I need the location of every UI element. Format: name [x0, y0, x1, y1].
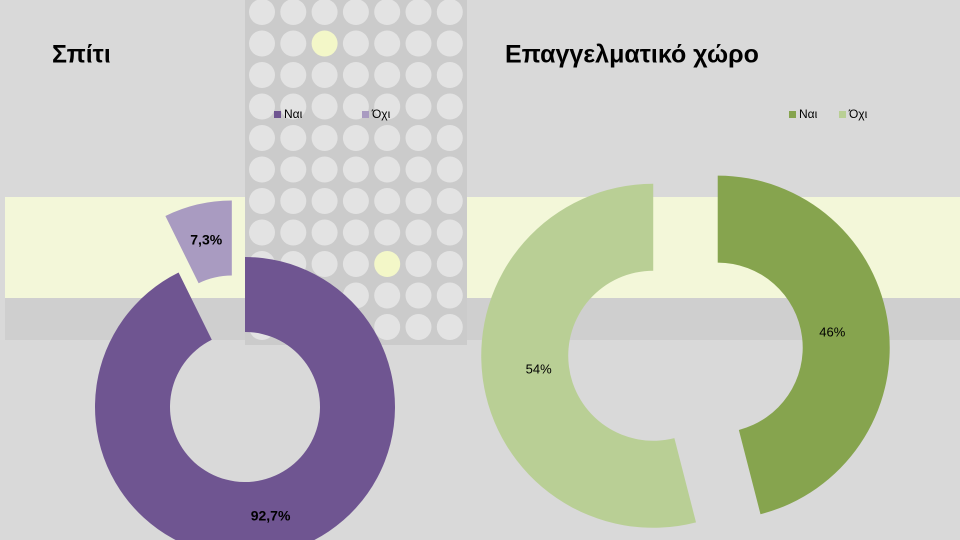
- legend-swatch: [362, 111, 369, 118]
- dot: [342, 62, 369, 88]
- dot: [249, 125, 275, 151]
- dot: [436, 93, 463, 120]
- data-label: 46%: [819, 325, 845, 340]
- dot: [374, 62, 401, 88]
- donut-slice: [95, 257, 395, 540]
- dot: [405, 219, 432, 246]
- donut-slice: [717, 175, 890, 515]
- dot: [311, 188, 338, 214]
- dot: [249, 219, 275, 246]
- charts: Σπίτι Ναι Όχι 92,7% 7,3% Επαγγελματικό χώρο Να…: [52, 41, 890, 540]
- dot: [342, 219, 369, 246]
- chart-title: Επαγγελματικό χώρο: [505, 41, 759, 69]
- dot: [249, 93, 275, 120]
- dot: [405, 251, 432, 277]
- dot: [311, 219, 338, 246]
- dot: [249, 30, 275, 57]
- dot: [280, 0, 307, 25]
- dot: [436, 156, 463, 183]
- dot: [436, 314, 463, 340]
- dot: [311, 0, 338, 25]
- chart-title: Σπίτι: [52, 41, 111, 69]
- dot: [436, 62, 463, 88]
- donut-slice: [481, 183, 697, 528]
- dot: [280, 30, 307, 57]
- dot: [280, 62, 307, 88]
- dot: [405, 30, 432, 57]
- dot: [249, 156, 275, 183]
- dot: [405, 0, 432, 25]
- dot: [374, 156, 401, 183]
- dot: [405, 125, 432, 151]
- dot: [374, 125, 401, 151]
- dot: [436, 0, 463, 25]
- dot: [374, 282, 401, 309]
- legend-swatch: [274, 111, 281, 118]
- dot: [374, 314, 401, 340]
- dot: [342, 188, 369, 214]
- dot: [374, 188, 401, 214]
- dot: [436, 125, 463, 151]
- dot: [374, 30, 401, 57]
- dot: [436, 251, 463, 277]
- dot: [280, 219, 307, 246]
- dot: [405, 93, 432, 120]
- legend-label: Όχι: [371, 107, 391, 121]
- data-label: 7,3%: [190, 232, 222, 248]
- dot: [342, 30, 369, 57]
- dot: [311, 30, 338, 57]
- dot: [249, 62, 275, 88]
- dot: [405, 314, 432, 340]
- dot: [436, 188, 463, 214]
- legend-label: Όχι: [848, 107, 868, 121]
- dot: [405, 188, 432, 214]
- data-label: 54%: [526, 362, 552, 377]
- dot: [342, 251, 369, 277]
- legend-swatch: [789, 111, 796, 118]
- dot: [311, 251, 338, 277]
- dot: [280, 125, 307, 151]
- data-label: 92,7%: [251, 507, 291, 523]
- dot: [342, 156, 369, 183]
- dot: [311, 62, 338, 88]
- dot: [311, 125, 338, 151]
- legend-label: Ναι: [284, 107, 303, 121]
- dot: [280, 93, 307, 120]
- dot: [374, 93, 401, 120]
- dot: [249, 188, 275, 214]
- dot: [342, 125, 369, 151]
- dot: [374, 0, 401, 25]
- dot: [436, 30, 463, 57]
- donut-slice: [165, 200, 232, 284]
- dot: [436, 219, 463, 246]
- dot: [311, 156, 338, 183]
- legend-swatch: [839, 111, 846, 118]
- dot: [405, 282, 432, 309]
- dot: [436, 282, 463, 309]
- dot: [405, 156, 432, 183]
- dot: [249, 0, 275, 25]
- legend-label: Ναι: [799, 107, 818, 121]
- dot: [311, 93, 338, 120]
- dot: [280, 156, 307, 183]
- dot: [342, 0, 369, 25]
- dot: [374, 251, 401, 277]
- dot: [280, 188, 307, 214]
- dot: [374, 219, 401, 246]
- dot: [405, 62, 432, 88]
